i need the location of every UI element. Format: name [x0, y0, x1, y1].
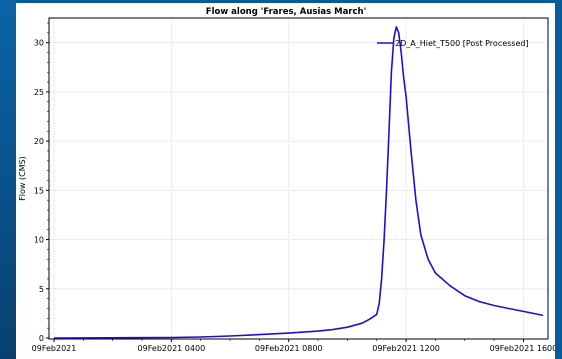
y-tick-label: 0: [39, 334, 44, 343]
y-tick-label: 30: [34, 39, 44, 48]
x-tick-label: 09Feb2021 0800: [255, 344, 323, 353]
series-layer: [53, 26, 544, 339]
chart-title: Flow along 'Frares, Ausias March': [206, 7, 366, 17]
legend-label: 2D_A_Hiet_T500 [Post Processed]: [395, 39, 529, 48]
y-tick-label: 15: [34, 186, 44, 195]
background-left-strip: [0, 0, 16, 359]
y-tick-label: 25: [34, 88, 44, 97]
y-tick-label: 10: [34, 236, 44, 245]
series-line-0: [53, 26, 544, 339]
y-tick-label: 5: [39, 285, 44, 294]
x-tick-label: 09Feb2021 1200: [372, 344, 440, 353]
axis-layer: 0 5 10 15 20 25 30 09Feb2021 09Feb2021 0400 09Feb…: [32, 22, 555, 353]
y-tick-label: 20: [34, 137, 44, 146]
x-tick-label: 09Feb2021 0400: [138, 344, 206, 353]
chart-panel: Flow along 'Frares, Ausias March' Flow (…: [16, 3, 555, 359]
x-tick-label: 09Feb2021 1600: [490, 344, 555, 353]
y-axis-label: Flow (CMS): [18, 156, 27, 201]
grid-layer: [49, 18, 548, 339]
background-right-strip: [555, 0, 562, 359]
flow-chart: Flow along 'Frares, Ausias March' Flow (…: [18, 7, 555, 353]
legend: 2D_A_Hiet_T500 [Post Processed]: [377, 39, 529, 48]
plot-area-frame: [48, 17, 549, 340]
x-tick-label: 09Feb2021: [32, 344, 77, 353]
